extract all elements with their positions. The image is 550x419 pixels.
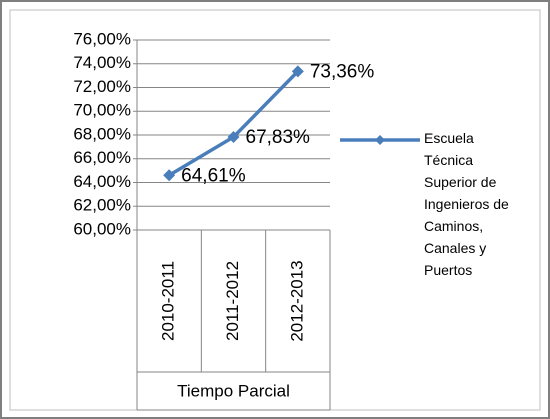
- y-tick-label: 62,00%: [73, 196, 131, 215]
- y-tick-label: 76,00%: [73, 29, 131, 48]
- y-tick-label: 68,00%: [73, 124, 131, 143]
- y-tick-label: 72,00%: [73, 77, 131, 96]
- y-tick-label: 60,00%: [73, 219, 131, 238]
- x-axis-title: Tiempo Parcial: [177, 381, 290, 400]
- data-label: 64,61%: [181, 165, 246, 186]
- x-tick-label: 2012-2013: [287, 260, 306, 341]
- marker: [291, 65, 304, 78]
- legend-box: Escuela Técnica Superior de Ingenieros d…: [424, 130, 509, 278]
- y-tick-label: 64,00%: [73, 172, 131, 191]
- marker: [163, 169, 176, 182]
- y-tick-label: 74,00%: [73, 53, 131, 72]
- data-label: 73,36%: [310, 61, 375, 82]
- data-label: 67,83%: [246, 127, 311, 148]
- legend-marker: [375, 135, 385, 145]
- x-tick-label: 2010-2011: [159, 261, 178, 341]
- marker: [227, 131, 240, 144]
- x-tick-label: 2011-2012: [223, 261, 242, 341]
- y-tick-label: 66,00%: [73, 148, 131, 167]
- y-tick-label: 70,00%: [73, 101, 131, 120]
- legend-text: Escuela Técnica Superior de Ingenieros d…: [424, 130, 509, 278]
